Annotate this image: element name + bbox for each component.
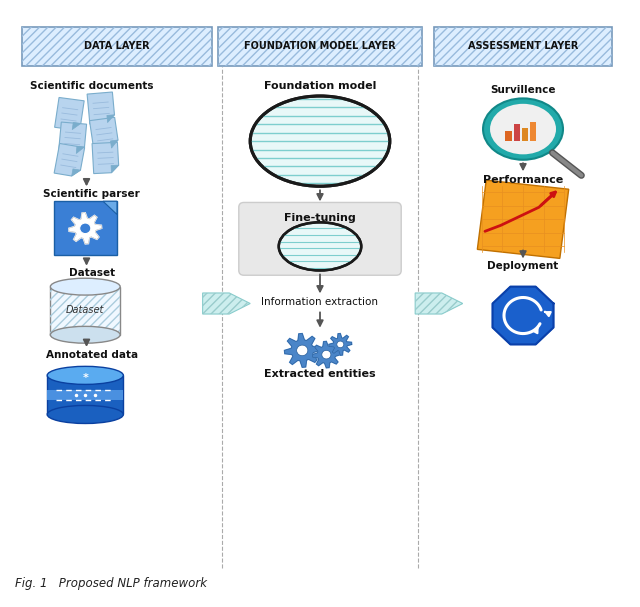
Polygon shape (90, 117, 118, 151)
Text: Foundation model: Foundation model (264, 81, 376, 91)
Text: Information extraction: Information extraction (262, 297, 378, 307)
Ellipse shape (250, 96, 390, 186)
Text: Fine-tuning: Fine-tuning (284, 213, 356, 223)
FancyBboxPatch shape (47, 375, 124, 415)
Text: Scientific parser: Scientific parser (44, 189, 140, 199)
Polygon shape (72, 169, 81, 176)
Circle shape (337, 341, 344, 348)
Polygon shape (58, 122, 86, 154)
Text: FOUNDATION MODEL LAYER: FOUNDATION MODEL LAYER (244, 41, 396, 52)
Polygon shape (284, 334, 320, 367)
Polygon shape (72, 123, 81, 130)
Text: *: * (83, 373, 88, 384)
Polygon shape (312, 341, 340, 368)
Text: Dataset: Dataset (68, 268, 115, 279)
FancyBboxPatch shape (51, 287, 120, 335)
Polygon shape (76, 146, 84, 154)
Ellipse shape (490, 104, 556, 154)
Ellipse shape (47, 405, 124, 424)
Ellipse shape (483, 98, 563, 160)
Text: Deployment: Deployment (488, 261, 559, 271)
Text: DATA LAYER: DATA LAYER (84, 41, 150, 52)
Text: Fig. 1   Proposed NLP framework: Fig. 1 Proposed NLP framework (15, 577, 207, 589)
Polygon shape (477, 180, 569, 259)
Circle shape (322, 350, 331, 359)
Ellipse shape (51, 278, 120, 295)
FancyBboxPatch shape (530, 122, 536, 141)
FancyBboxPatch shape (505, 132, 511, 141)
FancyBboxPatch shape (522, 128, 528, 141)
Polygon shape (54, 98, 84, 130)
FancyBboxPatch shape (22, 27, 212, 66)
Text: Performance: Performance (483, 175, 563, 185)
Polygon shape (111, 140, 118, 148)
FancyBboxPatch shape (218, 27, 422, 66)
Polygon shape (493, 287, 554, 344)
Text: Dataset: Dataset (66, 305, 104, 314)
Polygon shape (415, 293, 463, 314)
FancyBboxPatch shape (434, 27, 612, 66)
Text: Extracted entities: Extracted entities (264, 369, 376, 379)
Text: ASSESSMENT LAYER: ASSESSMENT LAYER (468, 41, 578, 52)
Polygon shape (103, 202, 117, 214)
Ellipse shape (279, 222, 361, 271)
Polygon shape (107, 115, 115, 123)
Text: Annotated data: Annotated data (45, 350, 138, 359)
Circle shape (297, 345, 308, 356)
FancyBboxPatch shape (54, 202, 117, 256)
Polygon shape (329, 334, 352, 355)
Ellipse shape (47, 367, 124, 384)
FancyBboxPatch shape (47, 390, 124, 400)
Ellipse shape (51, 327, 120, 343)
Text: Survillence: Survillence (490, 85, 556, 95)
FancyBboxPatch shape (239, 203, 401, 275)
FancyBboxPatch shape (513, 124, 520, 141)
Polygon shape (68, 212, 102, 244)
Polygon shape (87, 92, 115, 124)
Polygon shape (203, 293, 250, 314)
Text: Scientific documents: Scientific documents (30, 81, 154, 91)
Polygon shape (92, 142, 118, 174)
Polygon shape (111, 165, 118, 173)
Circle shape (79, 223, 91, 234)
Polygon shape (54, 143, 84, 176)
